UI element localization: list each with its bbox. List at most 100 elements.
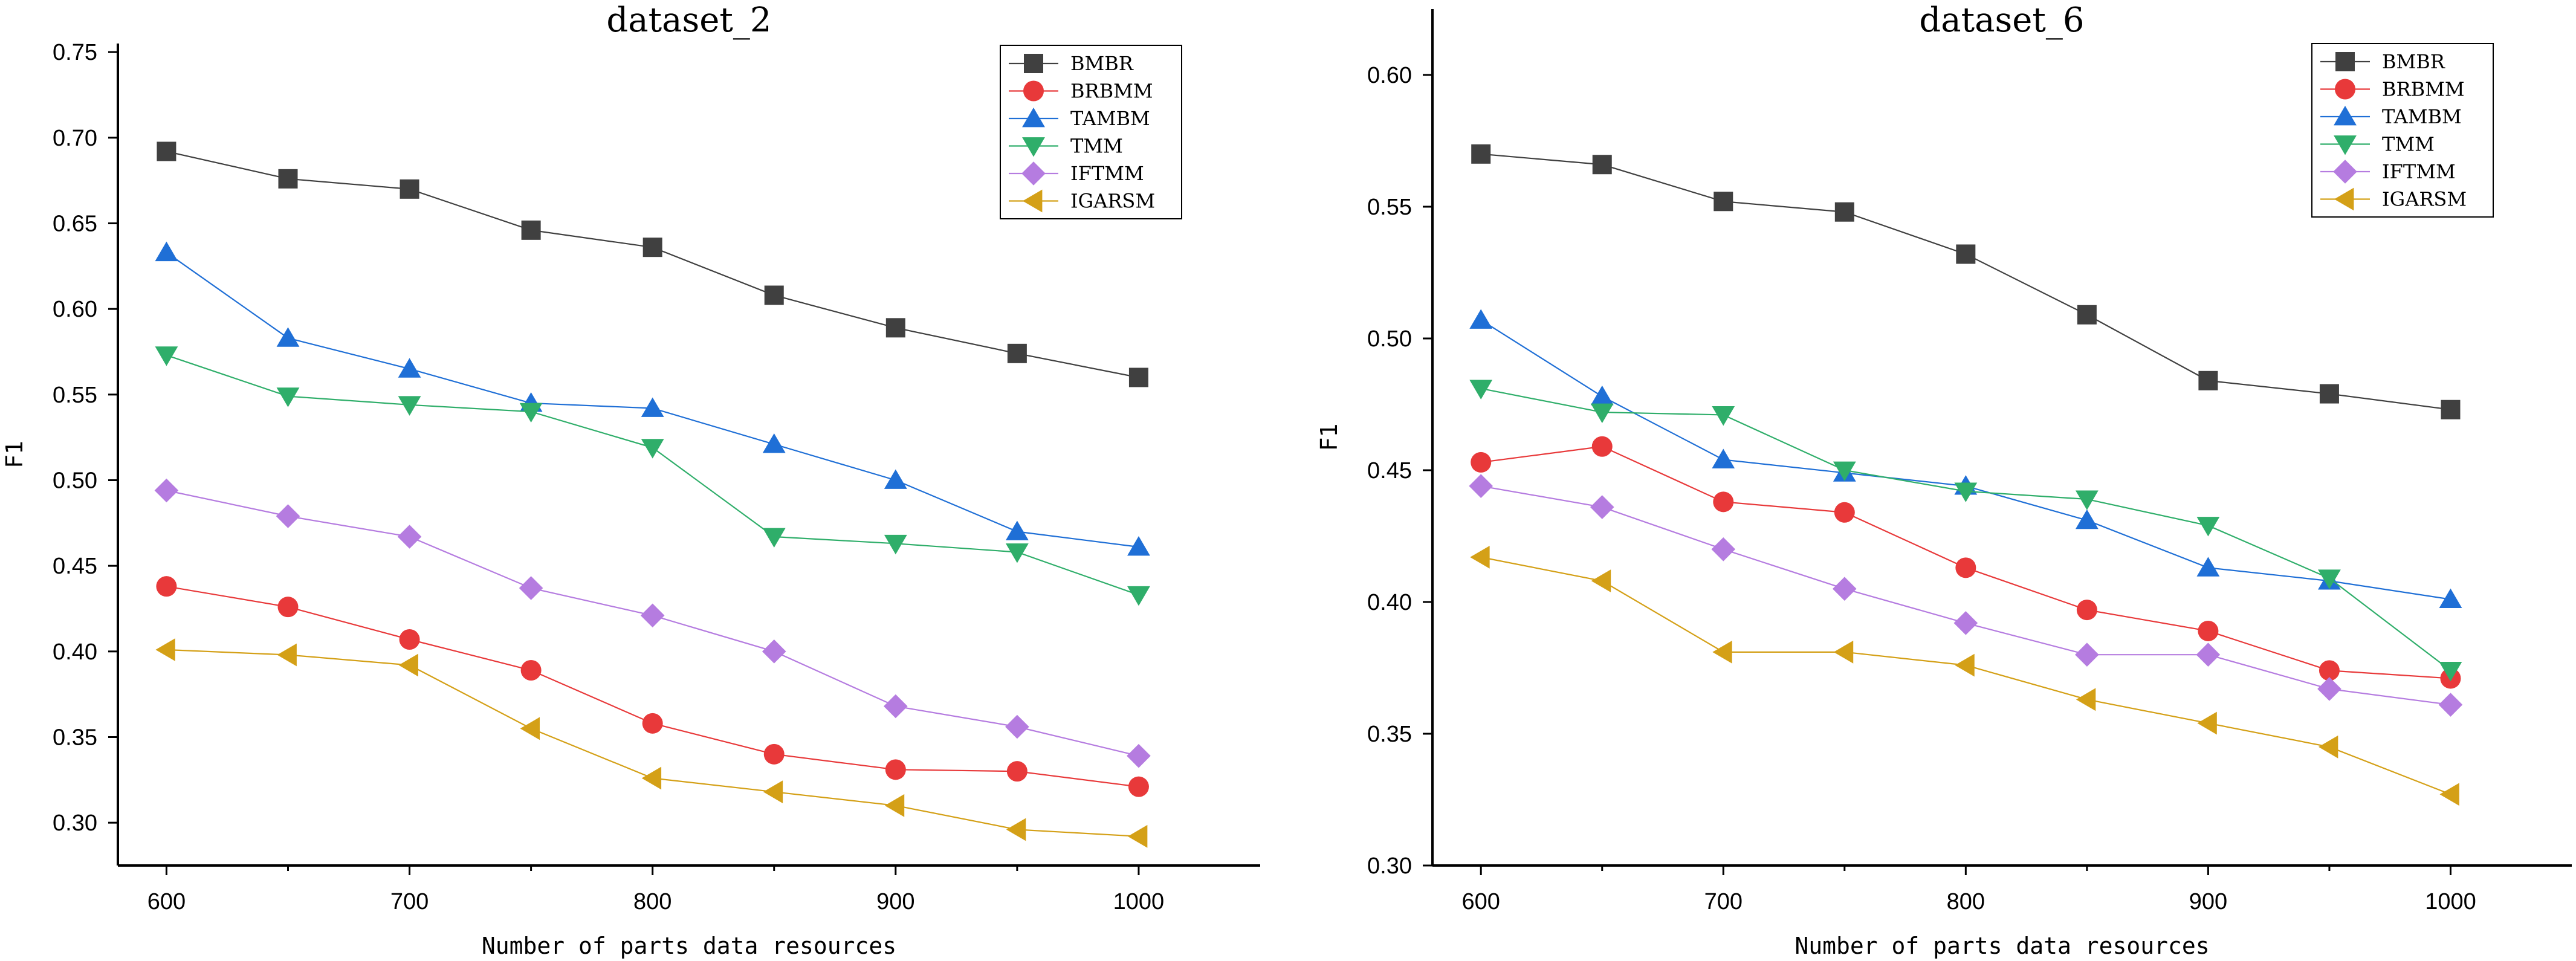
- data-point: [157, 141, 176, 161]
- x-axis-label: Number of parts data resources: [1794, 933, 2209, 959]
- data-point: [885, 318, 905, 338]
- data-point: [397, 525, 422, 549]
- x-tick-label: 900: [876, 889, 914, 914]
- chart-dataset-2: dataset_2 0.30 0.35 0.40 0.45 0.50 0.55 0.60 0.6…: [1, 1, 1260, 959]
- legend-label: BRBMM: [1070, 80, 1153, 103]
- data-point: [884, 534, 907, 555]
- data-point: [1591, 436, 1613, 457]
- data-point: [2075, 642, 2099, 667]
- legend-label: IGARSM: [2382, 188, 2467, 211]
- data-point: [1833, 461, 1856, 481]
- y-tick-label: 0.60: [1367, 63, 1412, 88]
- legend-marker: [2335, 79, 2355, 100]
- data-point: [1005, 520, 1029, 540]
- data-point: [763, 743, 785, 765]
- data-point: [1712, 640, 1732, 664]
- data-point: [2318, 735, 2338, 759]
- series-iftmm: [1469, 474, 2463, 717]
- data-point: [1471, 451, 1492, 473]
- series-line: [1480, 319, 2451, 600]
- data-point: [2439, 661, 2462, 682]
- y-tick-label: 0.30: [53, 811, 97, 836]
- data-point: [762, 433, 786, 453]
- y-tick-label: 0.35: [53, 725, 97, 751]
- data-point: [276, 387, 300, 407]
- data-point: [276, 327, 300, 347]
- y-tick-label: 0.60: [53, 297, 97, 322]
- data-point: [398, 653, 418, 677]
- data-point: [1469, 474, 1493, 498]
- x-tick-label: 800: [1947, 889, 1985, 914]
- y-tick-label: 0.55: [1367, 195, 1412, 220]
- x-tick-label: 1000: [1113, 889, 1165, 914]
- y-tick-label: 0.40: [53, 639, 97, 665]
- data-point: [1005, 714, 1029, 739]
- legend: BMBR BRBMM TAMBM TMM IFTMM IGARSM: [1000, 45, 1182, 219]
- series-igarsm: [155, 638, 1148, 848]
- x-tick-label: 800: [633, 889, 672, 914]
- series-tambm: [155, 241, 1150, 556]
- data-point: [2319, 660, 2340, 681]
- data-point: [1834, 502, 1855, 523]
- data-point: [277, 643, 297, 667]
- data-point: [278, 169, 298, 189]
- data-point: [641, 766, 662, 790]
- data-point: [1471, 144, 1491, 164]
- legend-marker: [2333, 160, 2357, 184]
- data-point: [884, 694, 908, 719]
- data-point: [1834, 202, 1854, 222]
- legend-marker: [1024, 54, 1043, 73]
- series-tmm: [1469, 380, 2462, 682]
- data-point: [1127, 743, 1151, 768]
- data-point: [1954, 482, 1978, 502]
- x-tick-label: 1000: [2425, 889, 2476, 914]
- data-point: [642, 238, 662, 257]
- data-point: [2075, 490, 2099, 510]
- data-point: [155, 241, 178, 262]
- data-point: [762, 528, 786, 548]
- data-point: [1956, 244, 1976, 264]
- series-brbmm: [156, 576, 1149, 797]
- data-point: [156, 576, 177, 597]
- data-point: [400, 179, 419, 199]
- legend-marker: [1022, 137, 1045, 157]
- data-point: [1955, 557, 1976, 578]
- legend-marker: [1023, 80, 1044, 102]
- series-line: [166, 649, 1139, 837]
- data-point: [2439, 588, 2462, 609]
- data-point: [1712, 406, 1735, 426]
- data-point: [1953, 611, 1978, 635]
- data-point: [1955, 653, 1975, 677]
- data-point: [1590, 385, 1614, 406]
- data-point: [2319, 384, 2339, 404]
- data-point: [155, 346, 178, 366]
- data-point: [1128, 367, 1148, 387]
- data-point: [155, 638, 175, 661]
- data-point: [885, 759, 906, 780]
- legend-marker: [1023, 189, 1043, 213]
- data-point: [1833, 577, 1857, 601]
- data-point: [1590, 495, 1614, 519]
- legend-label: IGARSM: [1070, 190, 1155, 213]
- data-point: [521, 220, 541, 240]
- data-point: [1128, 776, 1149, 797]
- legend-label: TAMBM: [2382, 105, 2462, 128]
- y-tick-label: 0.30: [1367, 853, 1412, 879]
- data-point: [2076, 600, 2097, 621]
- y-axis-label: F1: [1, 441, 28, 468]
- series-tmm: [155, 346, 1150, 606]
- legend: BMBR BRBMM TAMBM TMM IFTMM IGARSM: [2311, 43, 2494, 218]
- series-iftmm: [154, 478, 1151, 768]
- data-point: [519, 576, 543, 600]
- data-point: [1711, 537, 1736, 561]
- legend-label: BRBMM: [2382, 78, 2465, 101]
- data-point: [2198, 370, 2218, 390]
- series-bmbr: [1471, 144, 2461, 419]
- data-point: [520, 717, 540, 740]
- legend-label: IFTMM: [2382, 160, 2456, 183]
- series-line: [166, 354, 1139, 596]
- y-tick-label: 0.65: [53, 212, 97, 237]
- data-point: [154, 478, 179, 503]
- chart-title: dataset_2: [606, 1, 771, 40]
- data-point: [2441, 400, 2461, 419]
